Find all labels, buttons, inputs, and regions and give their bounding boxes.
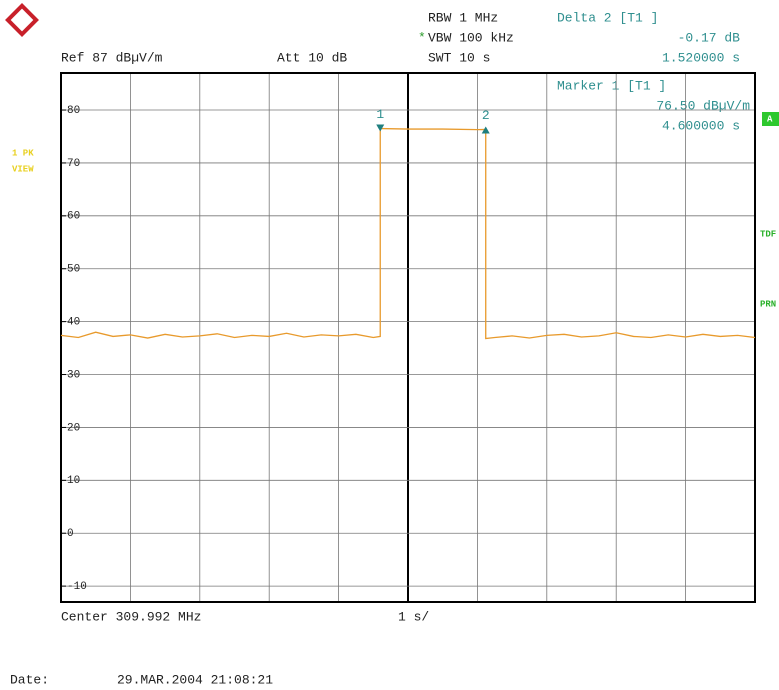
tdf-label: TDF (760, 229, 776, 239)
marker (376, 124, 385, 132)
y-tick-label: -10 (67, 581, 87, 593)
marker-time: 4.600000 s (662, 118, 740, 133)
attenuation: Att 10 dB (277, 50, 347, 65)
center-freq: Center 309.992 MHz (61, 609, 201, 624)
trace-mode: 1 PK (12, 148, 34, 158)
rbw: RBW 1 MHz (428, 10, 498, 25)
y-tick-label: 0 (67, 528, 74, 540)
swt: SWT 10 s (428, 50, 490, 65)
ref-level: Ref 87 dBµV/m (61, 50, 163, 65)
delta-label: Delta 2 [T1 ] (557, 10, 658, 25)
vbw: VBW 100 kHz (428, 30, 514, 45)
delta-value: -0.17 dB (678, 30, 741, 45)
y-tick-label: 40 (67, 317, 80, 329)
date-label: Date: (10, 672, 49, 687)
marker-label: 2 (482, 108, 490, 123)
a-box (762, 112, 779, 126)
span: 1 s/ (398, 609, 429, 624)
a-label: A (767, 114, 773, 124)
trace-view: VIEW (12, 164, 34, 174)
y-tick-label: 30 (67, 369, 80, 381)
marker-label: 1 (376, 107, 384, 122)
trace (60, 127, 756, 340)
delta-time: 1.520000 s (662, 50, 740, 65)
marker-value: 76.50 dBµV/m (656, 98, 750, 113)
prn-label: PRN (760, 299, 776, 309)
y-tick-label: 10 (67, 475, 80, 487)
marker-label: Marker 1 [T1 ] (557, 78, 666, 93)
y-tick-label: 20 (67, 422, 80, 434)
y-tick-label: 60 (67, 211, 80, 223)
marker (481, 126, 490, 134)
vbw-flag: * (418, 30, 426, 45)
logo (5, 3, 39, 37)
y-tick-label: 80 (67, 105, 80, 117)
y-tick-label: 70 (67, 158, 80, 170)
date: 29.MAR.2004 21:08:21 (117, 672, 273, 687)
y-tick-label: 50 (67, 264, 80, 276)
